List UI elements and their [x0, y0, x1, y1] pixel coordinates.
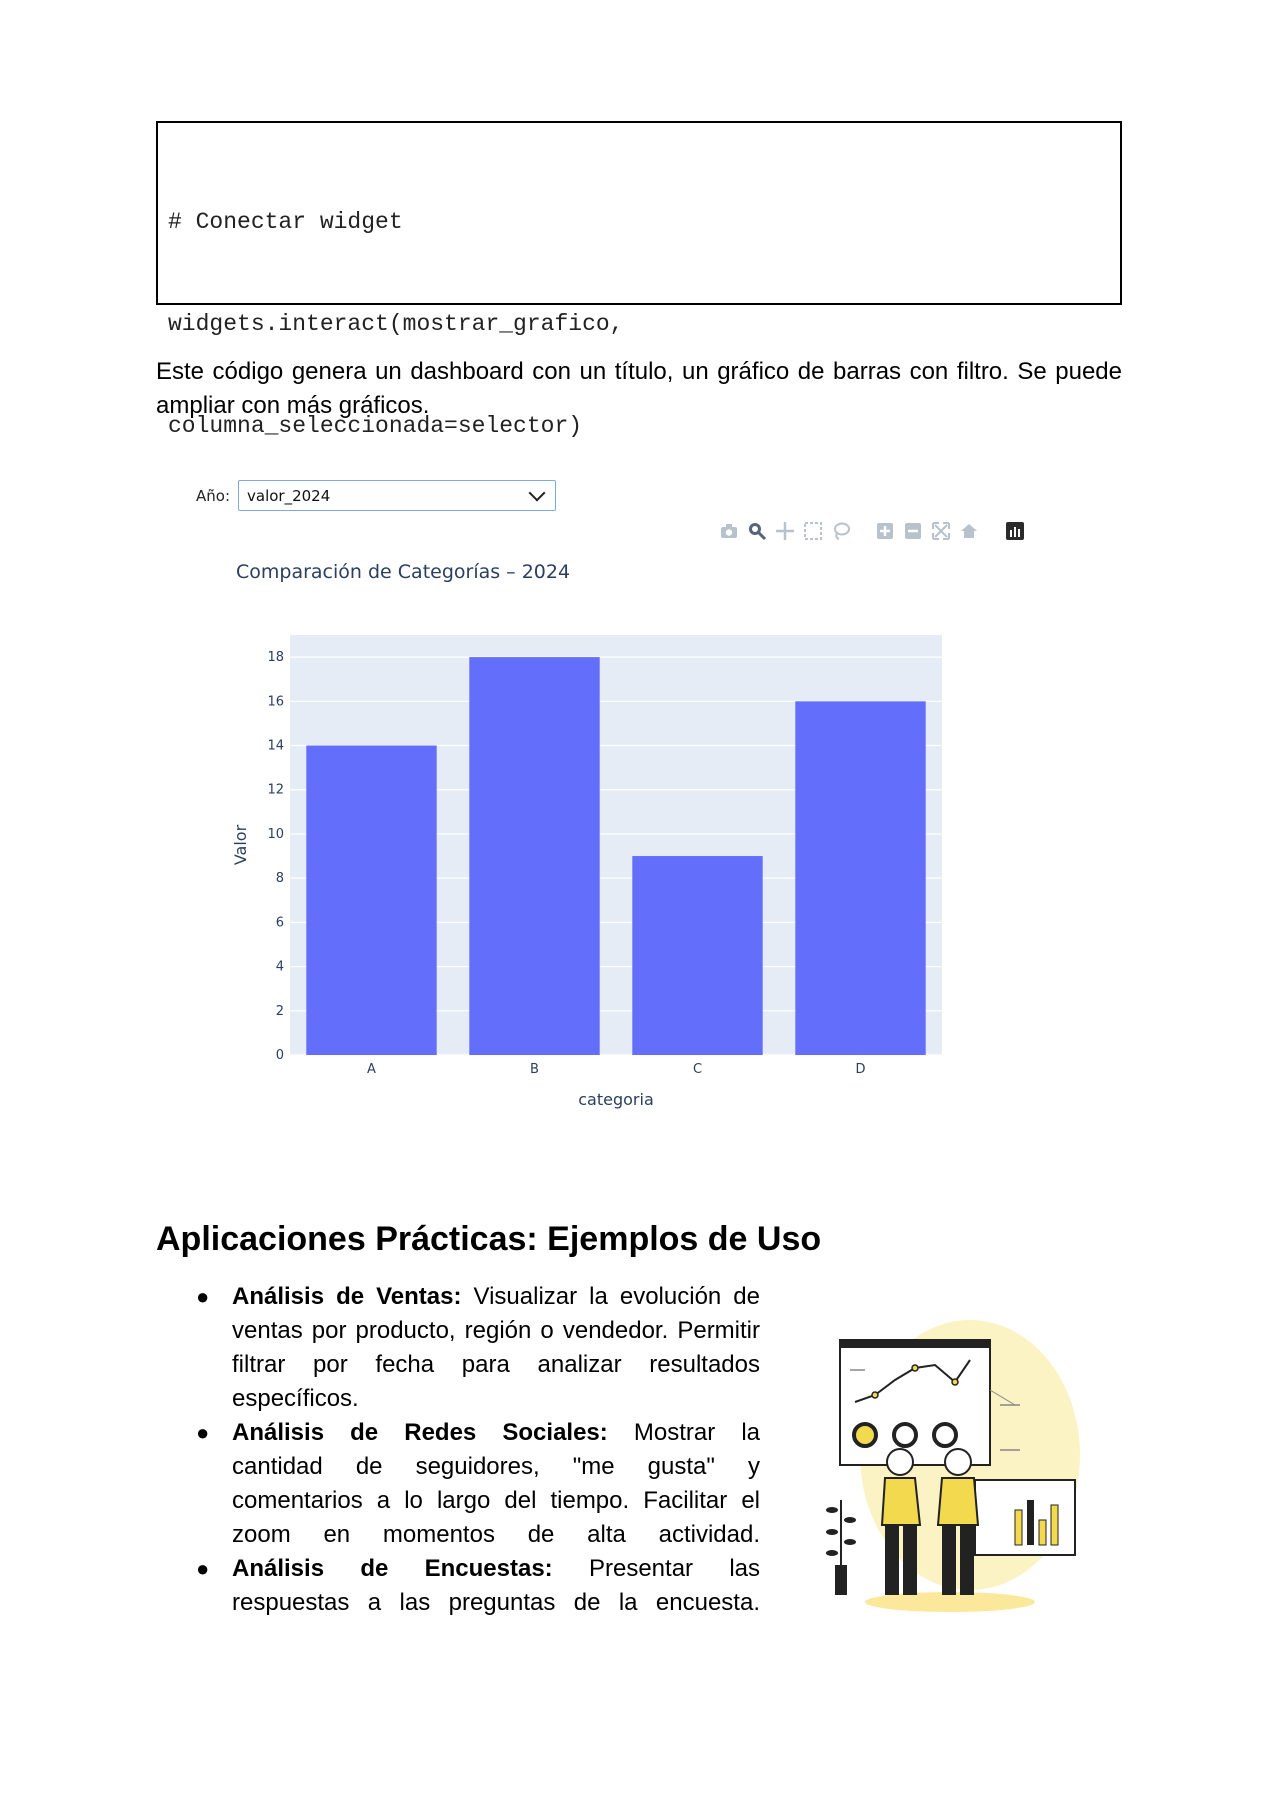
- y-tick-label: 16: [267, 694, 284, 709]
- chevron-down-icon: [528, 484, 546, 501]
- bullet-icon: ●: [196, 1556, 210, 1581]
- bar-D: [795, 701, 926, 1055]
- y-tick-label: 18: [267, 650, 284, 665]
- x-tick-label: C: [693, 1062, 702, 1077]
- use-cases-list: ● Análisis de Ventas: Visualizar la evol…: [192, 1280, 760, 1620]
- intro-paragraph: Este código genera un dashboard con un t…: [156, 358, 1122, 419]
- zoom-out-icon[interactable]: [902, 520, 924, 542]
- pan-icon[interactable]: [774, 520, 796, 542]
- x-tick-label: A: [367, 1062, 376, 1077]
- chart-title: Comparación de Categorías – 2024: [236, 561, 570, 583]
- bullet-heading: Análisis de Redes Sociales:: [232, 1419, 608, 1446]
- code-line: # Conectar widget: [168, 209, 403, 235]
- y-tick-label: 12: [267, 783, 284, 798]
- y-axis-title: Valor: [231, 824, 250, 865]
- x-tick-label: B: [530, 1062, 539, 1077]
- x-axis-title: categoria: [578, 1090, 654, 1109]
- reset-axes-icon[interactable]: [958, 520, 980, 542]
- bullet-heading: Análisis de Encuestas:: [232, 1555, 553, 1582]
- bullet-text: Visualizar la evolución de ventas por pr…: [232, 1283, 760, 1412]
- autoscale-icon[interactable]: [930, 520, 952, 542]
- camera-icon[interactable]: [718, 520, 740, 542]
- analytics-illustration: [826, 1320, 1080, 1612]
- y-tick-label: 8: [276, 871, 284, 886]
- bullet-text: Mostrar la cantidad de seguidores, "me g…: [232, 1419, 760, 1548]
- bullet-heading: Análisis de Ventas:: [232, 1283, 462, 1310]
- y-tick-label: 2: [276, 1004, 284, 1019]
- box-select-icon[interactable]: [802, 520, 824, 542]
- lasso-icon[interactable]: [830, 520, 852, 542]
- bar-A: [306, 745, 437, 1055]
- section-title: Aplicaciones Prácticas: Ejemplos de Uso: [156, 1220, 822, 1258]
- dropdown-value: valor_2024: [247, 486, 331, 505]
- y-tick-label: 0: [276, 1048, 284, 1063]
- x-tick-label: D: [855, 1062, 865, 1077]
- year-dropdown[interactable]: valor_2024: [238, 480, 556, 511]
- bar-C: [632, 856, 763, 1055]
- zoom-icon[interactable]: [746, 520, 768, 542]
- bullet-icon: ●: [196, 1420, 210, 1445]
- bar-B: [469, 657, 600, 1055]
- list-item: ● Análisis de Encuestas: Presentar las r…: [192, 1552, 760, 1620]
- bar-chart: 0 2 4 6 8 10 12 14 16 18 A B C D Comparación de Catego…: [231, 561, 942, 1109]
- y-tick-label: 6: [276, 915, 284, 930]
- year-selector-row: Año: valor_2024: [196, 480, 556, 511]
- list-item: ● Análisis de Redes Sociales: Mostrar la…: [192, 1416, 760, 1552]
- list-item: ● Análisis de Ventas: Visualizar la evol…: [192, 1280, 760, 1416]
- dashboard-widget: 0 2 4 6 8 10 12 14 16 18 A B C D Comparación de Catego…: [156, 470, 1076, 1130]
- bullet-icon: ●: [196, 1284, 210, 1309]
- y-tick-label: 4: [276, 960, 284, 975]
- code-line: widgets.interact(mostrar_grafico,: [168, 311, 624, 337]
- code-block: # Conectar widget widgets.interact(mostr…: [156, 121, 1122, 439]
- y-tick-label: 14: [267, 739, 284, 754]
- code-line: columna_seleccionada=selector): [168, 413, 583, 439]
- plot-modebar: [718, 520, 1026, 542]
- y-tick-label: 10: [267, 827, 284, 842]
- bullet-text: Presentar las respuestas a las preguntas…: [232, 1555, 760, 1616]
- selector-label: Año:: [196, 486, 230, 505]
- zoom-in-icon[interactable]: [874, 520, 896, 542]
- plotly-logo-icon[interactable]: [1004, 520, 1026, 542]
